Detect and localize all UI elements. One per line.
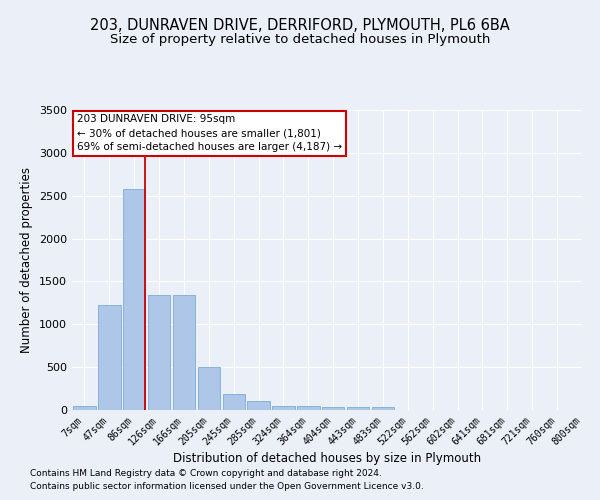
Bar (247, 400, 270, 410)
Text: Contains HM Land Registry data © Crown copyright and database right 2024.: Contains HM Land Registry data © Crown c… (30, 468, 382, 477)
Text: 203, DUNRAVEN DRIVE, DERRIFORD, PLYMOUTH, PL6 6BA: 203, DUNRAVEN DRIVE, DERRIFORD, PLYMOUTH… (90, 18, 510, 32)
Text: 203 DUNRAVEN DRIVE: 95sqm
← 30% of detached houses are smaller (1,801)
69% of se: 203 DUNRAVEN DRIVE: 95sqm ← 30% of detac… (77, 114, 342, 152)
Bar (223, 394, 245, 410)
Bar (297, 406, 320, 410)
Y-axis label: Number of detached properties: Number of detached properties (20, 167, 34, 353)
X-axis label: Distribution of detached houses by size in Plymouth: Distribution of detached houses by size … (173, 452, 481, 466)
Bar (148, 295, 170, 410)
Bar (123, 189, 145, 410)
Text: Size of property relative to detached houses in Plymouth: Size of property relative to detached ho… (110, 32, 490, 46)
Bar (98, 306, 121, 410)
Bar (322, 407, 344, 410)
Bar (73, 406, 95, 410)
Text: Contains public sector information licensed under the Open Government Licence v3: Contains public sector information licen… (30, 482, 424, 491)
Bar (372, 408, 394, 410)
Bar (272, 406, 295, 410)
Bar (197, 367, 220, 410)
Bar (347, 407, 369, 410)
Bar (173, 295, 195, 410)
